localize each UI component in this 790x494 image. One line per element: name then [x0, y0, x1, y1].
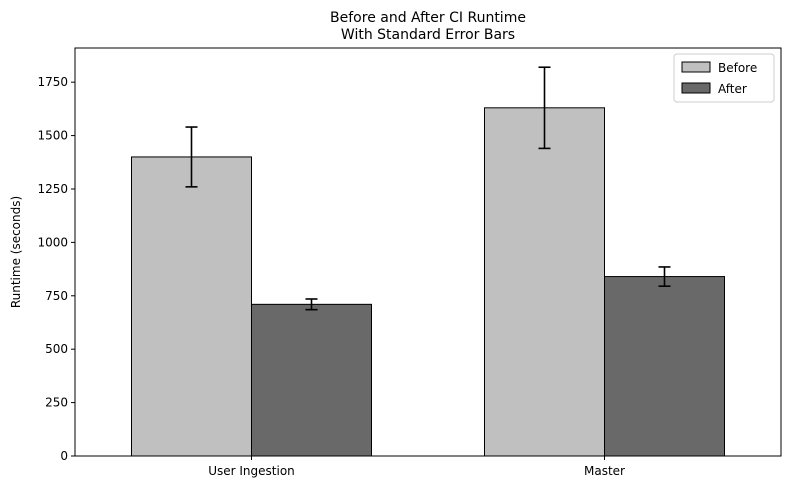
y-tick-label: 1250 — [37, 182, 68, 196]
x-tick-label: User Ingestion — [208, 464, 295, 478]
y-tick-label: 1000 — [37, 235, 68, 249]
bar-after-1 — [251, 303, 372, 457]
legend-label-before: Before — [718, 61, 757, 75]
error-bar-before-2 — [538, 66, 551, 150]
x-tick-label: Master — [584, 464, 625, 478]
y-tick-label: 500 — [45, 342, 68, 356]
plot-area: 0 250 500 750 1000 1250 1500 1750 User Ingestion… — [37, 47, 782, 478]
bar-before-2 — [484, 107, 605, 457]
bar-before-1 — [131, 156, 252, 457]
y-tick-label: 0 — [60, 449, 68, 463]
legend: Before After — [673, 53, 775, 103]
error-bar-before-1 — [185, 126, 198, 188]
chart-subtitle: With Standard Error Bars — [341, 27, 515, 43]
y-tick-label: 250 — [45, 396, 68, 410]
error-bar-after-1 — [305, 298, 318, 311]
y-tick-label: 1750 — [37, 75, 68, 89]
axes-frame — [74, 47, 782, 457]
legend-swatch-before — [681, 61, 711, 73]
error-bar-after-2 — [658, 266, 671, 287]
y-tick-label: 1500 — [37, 129, 68, 143]
legend-swatch-after — [681, 82, 711, 94]
y-axis-label: Runtime (seconds) — [9, 196, 23, 308]
legend-label-after: After — [718, 82, 747, 96]
chart-title: Before and After CI Runtime — [330, 10, 526, 26]
y-tick-label: 750 — [45, 289, 68, 303]
bar-after-2 — [604, 276, 725, 457]
